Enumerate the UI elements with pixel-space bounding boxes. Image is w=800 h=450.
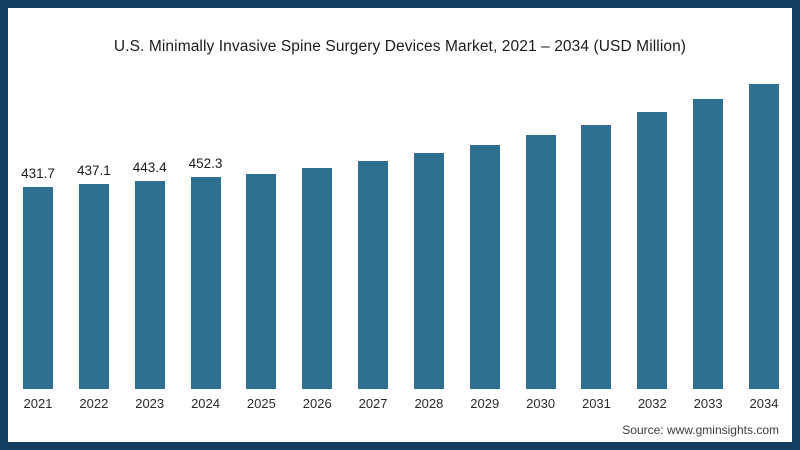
x-tick-label-2032: 2032 bbox=[637, 396, 667, 411]
source-attribution: Source: www.gminsights.com bbox=[622, 423, 779, 437]
bar-2024 bbox=[190, 177, 221, 389]
bar-slot-2021: 431.7 2021 bbox=[21, 59, 55, 411]
bar-2026 bbox=[302, 168, 333, 389]
bar-2029 bbox=[469, 145, 500, 389]
bar-value-label-2023: 443.4 bbox=[132, 160, 167, 175]
bar-slot-2025: 2025 bbox=[246, 59, 277, 411]
x-tick-label-2022: 2022 bbox=[79, 396, 109, 411]
x-tick-label-2021: 2021 bbox=[23, 396, 53, 411]
bar-2030 bbox=[525, 135, 556, 389]
x-tick-label-2027: 2027 bbox=[358, 396, 388, 411]
x-tick-label-2024: 2024 bbox=[191, 396, 220, 411]
bar-2034 bbox=[748, 84, 779, 389]
bar-value-label-2021: 431.7 bbox=[21, 166, 55, 181]
x-tick-label-2033: 2033 bbox=[693, 396, 723, 411]
x-tick-label-2023: 2023 bbox=[135, 396, 165, 411]
bar-2021 bbox=[23, 187, 53, 389]
bar-slot-2029: 2029 bbox=[469, 59, 500, 411]
bar-slot-2023: 443.4 2023 bbox=[132, 59, 167, 411]
bar-slot-2028: 2028 bbox=[413, 59, 444, 411]
bar-slot-2022: 437.1 2022 bbox=[76, 59, 111, 411]
x-tick-label-2029: 2029 bbox=[470, 396, 500, 411]
x-tick-label-2030: 2030 bbox=[526, 396, 556, 411]
bar-2028 bbox=[413, 153, 444, 389]
chart-title: U.S. Minimally Invasive Spine Surgery De… bbox=[113, 38, 687, 55]
bar-slot-2030: 2030 bbox=[525, 59, 556, 411]
bar-value-label-2024: 452.3 bbox=[188, 156, 223, 171]
bar-slot-2032: 2032 bbox=[637, 59, 668, 411]
x-tick-label-2028: 2028 bbox=[414, 396, 444, 411]
x-tick-label-2034: 2034 bbox=[749, 396, 779, 411]
bar-2022 bbox=[78, 184, 109, 389]
bar-slot-2034: 2034 bbox=[748, 59, 779, 411]
bar-slot-2031: 2031 bbox=[581, 59, 612, 411]
bar-slot-2033: 2033 bbox=[693, 59, 724, 411]
bar-2023 bbox=[134, 181, 165, 389]
bar-slot-2027: 2027 bbox=[358, 59, 389, 411]
bar-2033 bbox=[693, 99, 724, 389]
bar-slot-2024: 452.3 2024 bbox=[188, 59, 223, 411]
bar-slot-2026: 2026 bbox=[302, 59, 333, 411]
bar-value-label-2022: 437.1 bbox=[76, 163, 111, 178]
x-tick-label-2025: 2025 bbox=[246, 396, 276, 411]
bar-2027 bbox=[358, 161, 389, 389]
bar-2025 bbox=[246, 174, 277, 389]
bar-2031 bbox=[581, 125, 612, 389]
bar-chart-plot-area: 431.7 2021 437.1 2022 443.4 2023 452.3 2024 2025… bbox=[21, 59, 779, 411]
x-tick-label-2031: 2031 bbox=[581, 396, 611, 411]
x-tick-label-2026: 2026 bbox=[302, 396, 332, 411]
bar-2032 bbox=[637, 112, 668, 389]
